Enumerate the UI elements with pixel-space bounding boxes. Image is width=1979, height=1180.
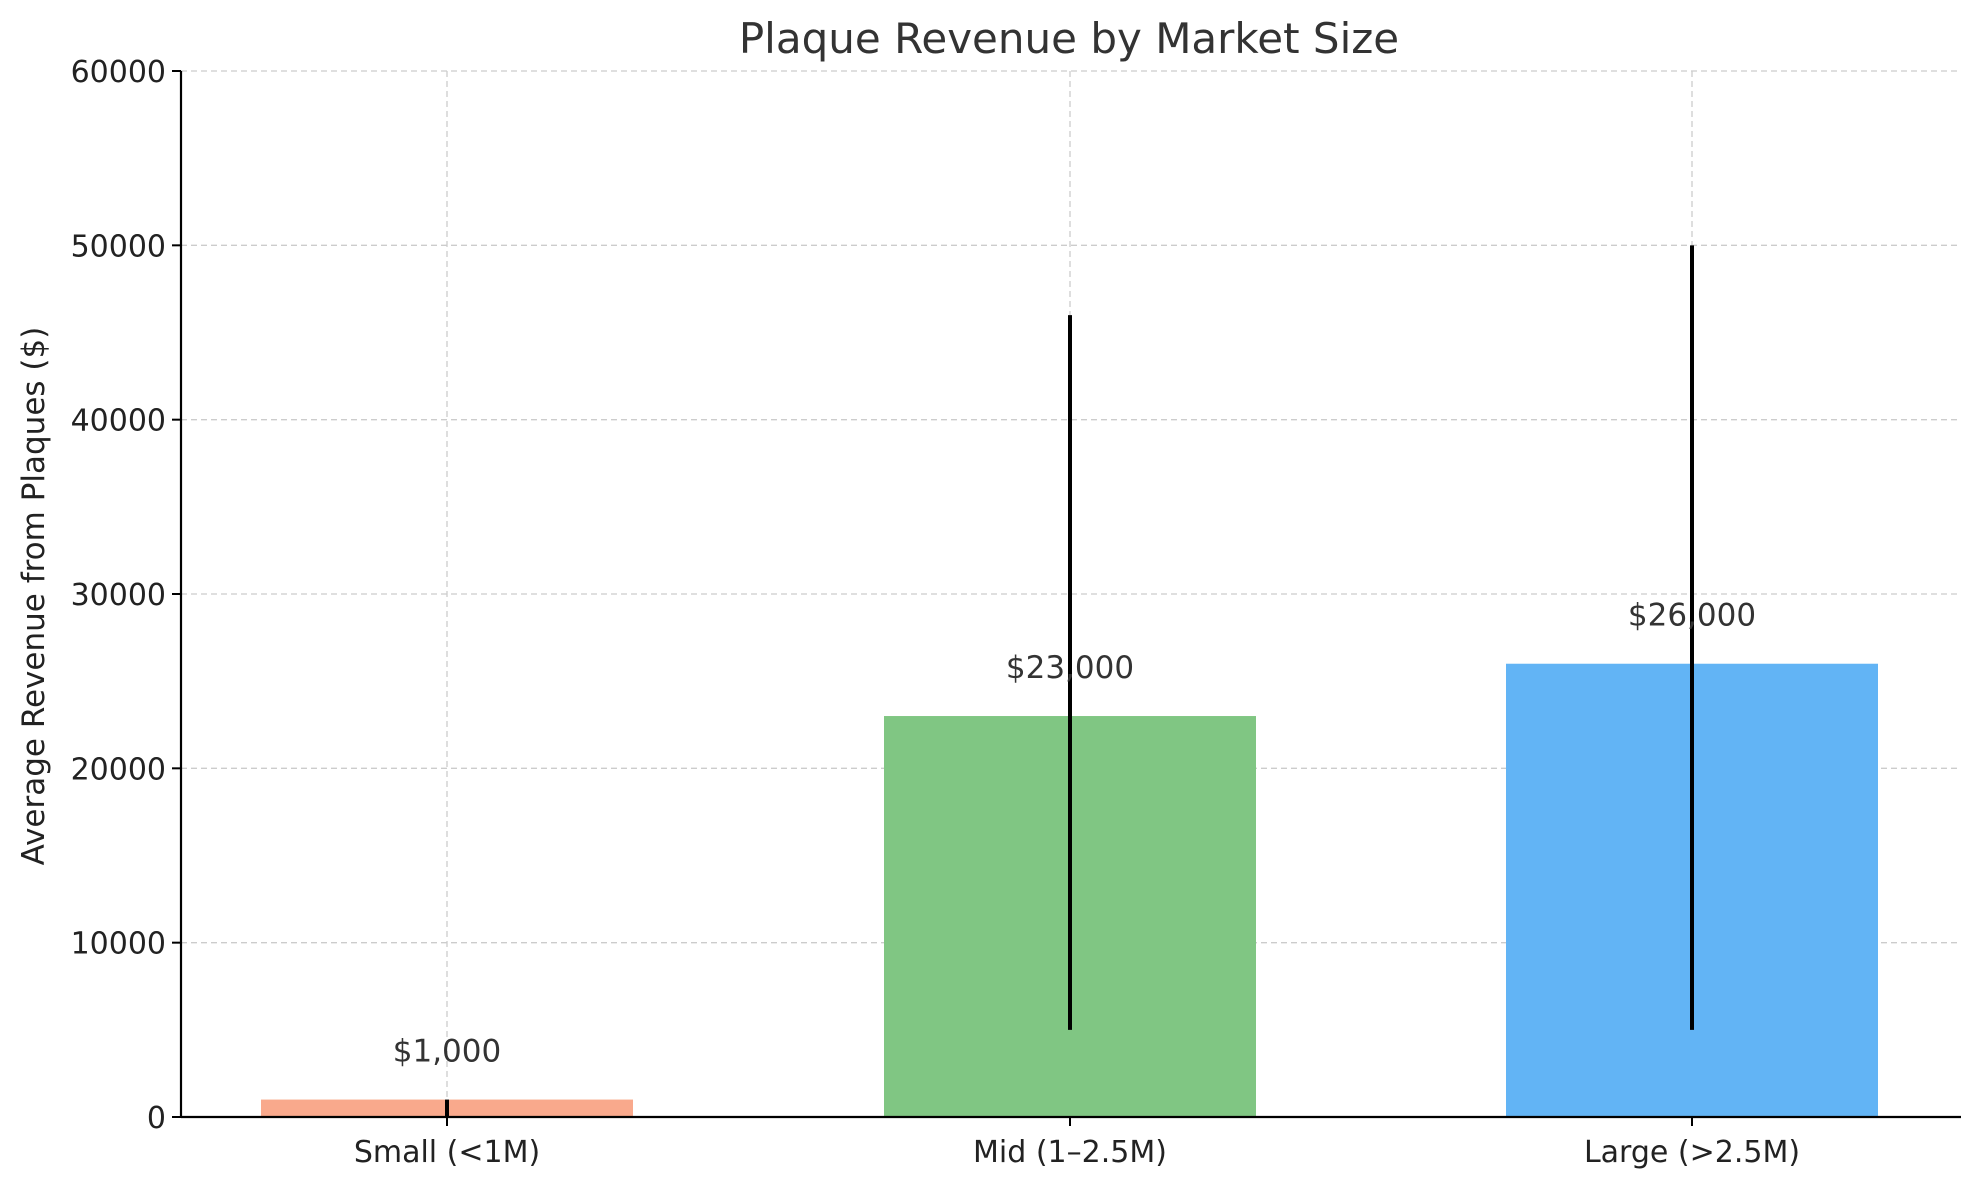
chart-title: Plaque Revenue by Market Size — [739, 14, 1399, 63]
x-tick-label: Mid (1–2.5M) — [973, 1135, 1167, 1170]
data-label: $26,000 — [1628, 598, 1756, 634]
y-axis-title: Average Revenue from Plaques ($) — [16, 327, 52, 866]
y-tick-label: 40000 — [71, 404, 166, 439]
label-layer: 0 10000 20000 30000 40000 50000 60000 Small (<1… — [71, 55, 1800, 1170]
y-tick-label: 20000 — [71, 752, 166, 787]
data-label: $23,000 — [1006, 650, 1134, 686]
y-tick-label: 50000 — [71, 229, 166, 264]
data-label: $1,000 — [393, 1034, 501, 1070]
x-tick-label: Small (<1M) — [354, 1135, 540, 1170]
x-tick-label: Large (>2.5M) — [1584, 1135, 1800, 1170]
y-tick-label: 0 — [147, 1101, 166, 1136]
axis-layer — [172, 70, 1961, 1126]
error-bar-layer — [445, 245, 1694, 1117]
y-tick-label: 10000 — [71, 927, 166, 962]
y-tick-label: 30000 — [71, 578, 166, 613]
y-tick-label: 60000 — [71, 55, 166, 90]
